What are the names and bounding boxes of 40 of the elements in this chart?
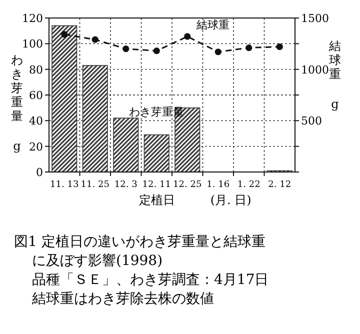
text: 結球重はわき芽除去株の数値	[31, 291, 214, 307]
point	[61, 31, 68, 38]
bar	[174, 107, 200, 172]
text: わき芽重量 g	[11, 53, 23, 153]
point	[276, 43, 283, 50]
text: 品種「ＳＥ」、わき芽調査：4月17日	[32, 272, 269, 288]
series-label: わき芽重量	[129, 106, 184, 119]
x-tick-label: 2. 12	[268, 180, 292, 190]
y-tick-label: 100	[22, 38, 43, 51]
point	[122, 46, 130, 52]
y-tick-label: 80	[29, 63, 43, 76]
x-tick-label: 1. 22	[237, 180, 260, 190]
text: 図1 定植日の違いがわき芽重量と結球重に及ぼす影響(1998)	[14, 234, 266, 269]
x-tick-label: 12. 25	[173, 180, 202, 190]
point	[246, 44, 252, 52]
point	[153, 48, 160, 54]
x-tick-label: 12. 11	[142, 180, 171, 190]
x-tick-label: 12. 3	[114, 180, 138, 190]
point	[214, 48, 222, 56]
x-tick-label: 1. 16	[206, 180, 230, 190]
y2-tick-label: 1500	[301, 12, 329, 25]
bar	[52, 25, 78, 172]
series-label: 結球重	[196, 18, 230, 32]
bar	[144, 134, 170, 172]
y-tick-label: 60	[29, 89, 43, 102]
point	[184, 33, 191, 40]
y2-tick-label: 500	[301, 114, 322, 128]
y2-tick-label: 1000	[301, 63, 329, 76]
y-tick-label: 40	[29, 114, 43, 128]
text: (月. 日)	[210, 193, 252, 207]
bar	[82, 65, 108, 172]
x-tick-label: 11. 13	[50, 180, 79, 190]
y-tick-label: 0	[36, 166, 43, 179]
bar	[113, 118, 139, 172]
y-tick-label: 20	[29, 140, 43, 154]
y-tick-label: 120	[22, 12, 43, 25]
text: 結球重 g	[329, 39, 341, 111]
x-tick-label: 11. 25	[80, 180, 110, 190]
x-axis-title: 定植日	[139, 193, 175, 207]
point	[92, 36, 98, 43]
